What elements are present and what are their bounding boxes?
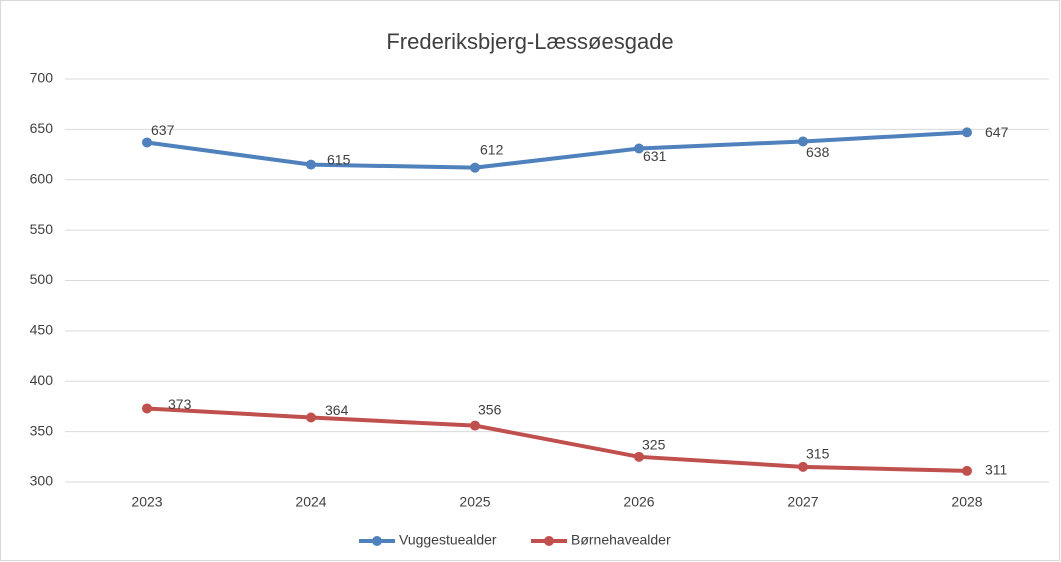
legend-marker <box>372 536 382 546</box>
data-point <box>142 137 152 148</box>
y-tick-label: 450 <box>30 322 54 338</box>
data-label: 311 <box>985 462 1008 478</box>
data-label: 637 <box>151 122 175 138</box>
data-point <box>634 143 644 154</box>
data-point <box>962 127 972 138</box>
y-tick-label: 500 <box>30 271 54 287</box>
x-tick-label: 2027 <box>787 494 818 510</box>
legend-label: Børnehavealder <box>571 532 671 548</box>
y-tick-label: 650 <box>30 120 54 136</box>
x-tick-label: 2025 <box>459 494 490 510</box>
y-tick-label: 400 <box>30 372 54 388</box>
data-label: 325 <box>642 437 666 453</box>
x-tick-label: 2028 <box>951 494 982 510</box>
series-line <box>146 406 968 473</box>
x-tick-label: 2023 <box>131 494 162 510</box>
data-label: 615 <box>327 151 351 167</box>
data-point <box>306 159 316 170</box>
series-line <box>146 130 968 170</box>
data-label: 356 <box>478 401 502 417</box>
data-label: 364 <box>325 402 349 418</box>
data-point <box>470 162 480 173</box>
legend-label: Vuggestuealder <box>399 532 497 548</box>
y-tick-label: 300 <box>30 473 54 489</box>
x-tick-label: 2026 <box>623 494 654 510</box>
x-tick-label: 2024 <box>295 494 326 510</box>
data-label: 638 <box>806 144 830 160</box>
data-label: 373 <box>168 396 192 412</box>
data-point <box>962 465 972 476</box>
data-point <box>142 403 152 414</box>
data-label: 647 <box>985 124 1009 140</box>
data-point <box>470 420 480 431</box>
data-point <box>798 136 808 147</box>
data-label: 612 <box>480 141 504 157</box>
data-point <box>798 461 808 472</box>
data-label: 631 <box>643 148 667 164</box>
y-tick-label: 350 <box>30 422 54 438</box>
y-tick-label: 700 <box>30 70 54 86</box>
chart-title: Frederiksbjerg-Læssøesgade <box>386 29 673 54</box>
y-tick-label: 600 <box>30 170 54 186</box>
legend-marker <box>544 536 554 546</box>
data-point <box>306 412 316 423</box>
y-tick-label: 550 <box>30 221 54 237</box>
data-point <box>634 451 644 462</box>
data-label: 315 <box>806 446 830 462</box>
